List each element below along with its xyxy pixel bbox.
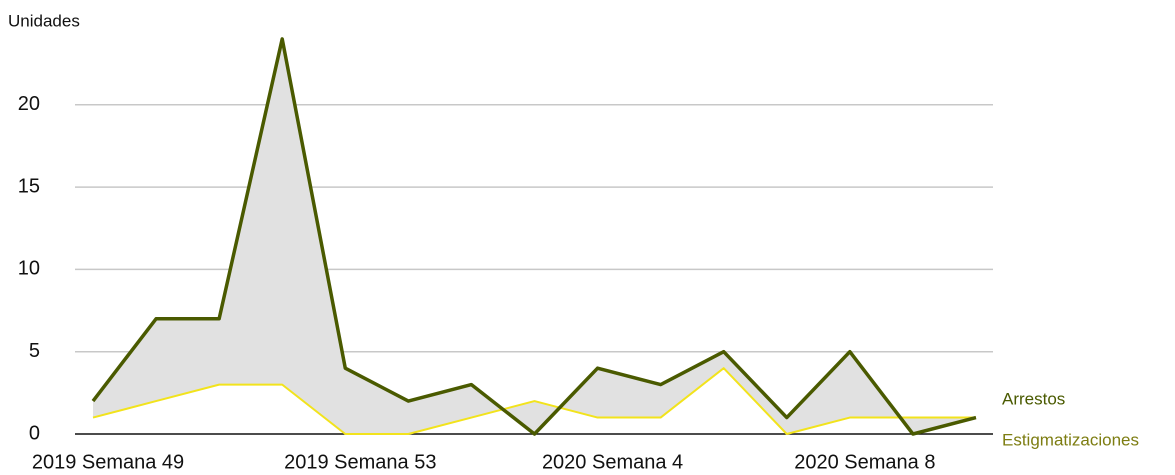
- y-tick-label: 20: [18, 93, 40, 115]
- series-label: Arrestos: [1002, 389, 1065, 408]
- y-tick-label: 15: [18, 175, 40, 197]
- x-tick-label: 2020 Semana 8: [794, 451, 935, 473]
- y-tick-label: 5: [29, 340, 40, 362]
- range-band: [93, 38, 976, 435]
- line-series: [91, 37, 977, 436]
- x-tick-label: 2019 Semana 49: [32, 451, 184, 473]
- line-series: [92, 367, 976, 435]
- y-tick-label: 0: [29, 422, 40, 444]
- x-tick-label: 2020 Semana 4: [542, 451, 683, 473]
- y-axis-label: Unidades: [8, 11, 80, 30]
- x-tick-label: 2019 Semana 53: [284, 451, 436, 473]
- series-label: Estigmatizaciones: [1002, 430, 1139, 449]
- y-tick-label: 10: [18, 258, 40, 280]
